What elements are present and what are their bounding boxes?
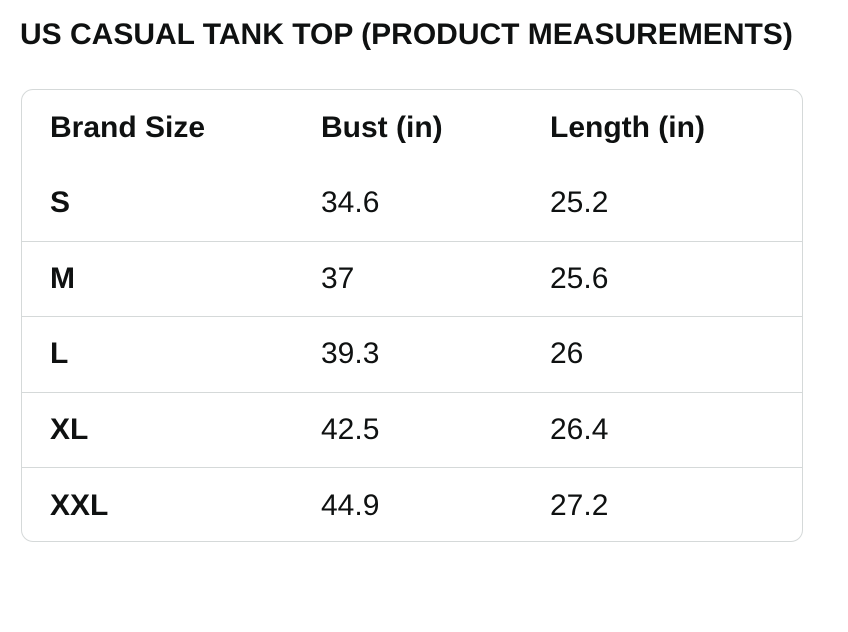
cell-length: 25.2 bbox=[550, 186, 609, 219]
cell-bust: 37 bbox=[293, 240, 522, 317]
header-length: Length (in) bbox=[550, 110, 705, 144]
table-row: L 39.3 26 bbox=[22, 316, 802, 392]
size-chart-table: Brand Size Bust (in) Length (in) S 34.6 … bbox=[22, 90, 802, 541]
cell-length: 26.4 bbox=[522, 391, 802, 468]
cell-length: 27.2 bbox=[522, 467, 802, 541]
cell-size: S bbox=[50, 186, 71, 219]
header-brand-size: Brand Size bbox=[50, 110, 206, 144]
cell-size: M bbox=[22, 240, 293, 317]
cell-bust: 34.6 bbox=[321, 186, 380, 219]
table-header-row: Brand Size Bust (in) Length (in) bbox=[22, 90, 802, 166]
cell-size: XXL bbox=[22, 467, 293, 541]
cell-bust: 42.5 bbox=[293, 391, 522, 468]
cell-size: L bbox=[22, 316, 293, 392]
cell-length: 26 bbox=[522, 316, 802, 392]
page-title: US CASUAL TANK TOP (PRODUCT MEASUREMENTS… bbox=[20, 18, 793, 51]
cell-bust: 39.3 bbox=[293, 316, 522, 392]
table-row: XXL 44.9 27.2 bbox=[22, 467, 802, 541]
cell-bust: 44.9 bbox=[293, 467, 522, 541]
table-row: S 34.6 25.2 bbox=[22, 166, 802, 242]
header-bust: Bust (in) bbox=[321, 110, 443, 144]
table-row: XL 42.5 26.4 bbox=[22, 391, 802, 468]
size-chart-table-container: Brand Size Bust (in) Length (in) S 34.6 … bbox=[21, 89, 803, 542]
cell-size: XL bbox=[22, 391, 293, 468]
table-row: M 37 25.6 bbox=[22, 240, 802, 317]
cell-length: 25.6 bbox=[522, 240, 802, 317]
